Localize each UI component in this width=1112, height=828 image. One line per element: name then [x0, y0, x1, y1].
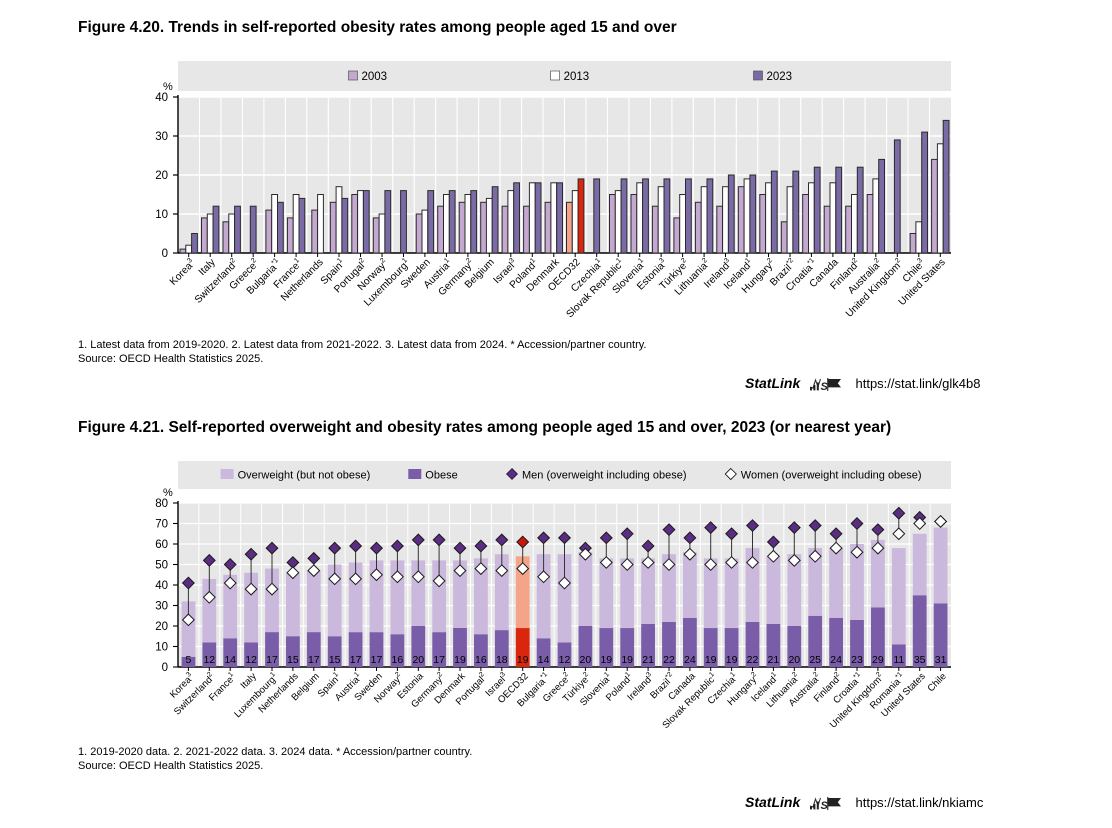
svg-text:18: 18	[496, 654, 508, 666]
svg-text:70: 70	[155, 519, 168, 531]
svg-text:14: 14	[224, 654, 236, 666]
svg-text:20: 20	[155, 621, 168, 633]
svg-text:16: 16	[392, 654, 404, 666]
svg-text:19: 19	[621, 654, 633, 666]
svg-text:12: 12	[559, 654, 571, 666]
svg-text:20: 20	[412, 654, 424, 666]
svg-text:16: 16	[475, 654, 487, 666]
svg-text:Men (overweight including obes: Men (overweight including obese)	[522, 470, 686, 482]
svg-text:17: 17	[308, 654, 320, 666]
svg-text:35: 35	[914, 654, 926, 666]
svg-text:11: 11	[893, 654, 904, 666]
svg-text:17: 17	[371, 654, 383, 666]
svg-text:15: 15	[329, 654, 341, 666]
svg-text:17: 17	[266, 654, 278, 666]
svg-text:20: 20	[788, 654, 800, 666]
svg-text:12: 12	[203, 654, 215, 666]
svg-text:40: 40	[155, 580, 168, 592]
svg-text:80: 80	[155, 498, 168, 510]
svg-text:10: 10	[155, 642, 168, 654]
svg-text:15: 15	[287, 654, 299, 666]
svg-text:14: 14	[538, 654, 550, 666]
svg-text:19: 19	[517, 654, 529, 666]
svg-text:30: 30	[155, 601, 168, 613]
svg-text:31: 31	[935, 654, 947, 666]
svg-text:22: 22	[747, 654, 759, 666]
svg-text:50: 50	[155, 560, 168, 572]
svg-text:17: 17	[433, 654, 445, 666]
svg-text:Women (overweight including ob: Women (overweight including obese)	[741, 470, 922, 482]
svg-text:12: 12	[245, 654, 257, 666]
svg-text:22: 22	[663, 654, 675, 666]
svg-text:19: 19	[454, 654, 466, 666]
svg-text:Obese: Obese	[425, 470, 457, 482]
svg-text:19: 19	[705, 654, 717, 666]
svg-text:19: 19	[726, 654, 738, 666]
svg-text:17: 17	[350, 654, 362, 666]
svg-text:29: 29	[872, 654, 884, 666]
svg-text:5: 5	[185, 654, 191, 666]
svg-text:21: 21	[642, 654, 654, 666]
svg-text:23: 23	[851, 654, 863, 666]
svg-text:60: 60	[155, 539, 168, 551]
svg-text:20: 20	[580, 654, 592, 666]
svg-text:24: 24	[684, 654, 696, 666]
svg-text:Overweight (but not obese): Overweight (but not obese)	[238, 470, 371, 482]
svg-text:0: 0	[162, 662, 168, 674]
svg-text:24: 24	[830, 654, 842, 666]
svg-text:19: 19	[600, 654, 612, 666]
svg-text:25: 25	[809, 654, 821, 666]
svg-text:21: 21	[768, 654, 780, 666]
